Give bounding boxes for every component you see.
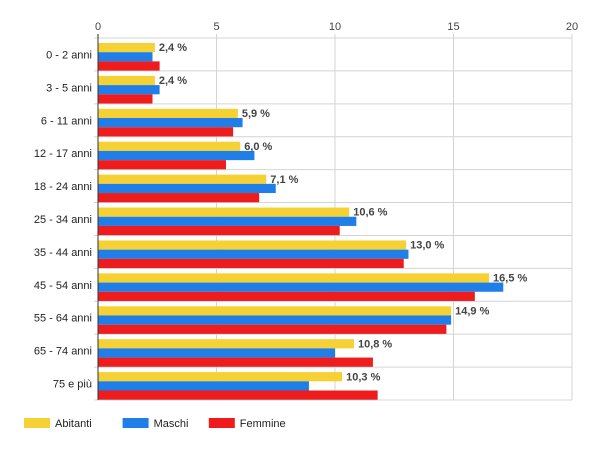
x-tick-label: 10 <box>329 21 341 33</box>
bar-femmine <box>98 258 404 269</box>
legend-swatch-femmine <box>208 418 235 428</box>
y-tick-label: 35 - 44 anni <box>34 247 92 259</box>
bar-maschi <box>98 52 153 62</box>
grid-lines <box>94 34 573 401</box>
bar-femmine <box>98 61 160 71</box>
y-tick-label: 6 - 11 anni <box>41 115 92 127</box>
bar-femmine <box>98 94 153 104</box>
bar-abitanti <box>98 372 343 382</box>
bar-femmine <box>98 291 475 301</box>
bar-maschi <box>98 216 357 226</box>
x-tick-label: 15 <box>447 21 459 33</box>
bar-maschi <box>98 85 160 95</box>
bar-maschi <box>98 183 276 194</box>
y-tick-label: 18 - 24 anni <box>34 181 92 193</box>
data-label: 2,4 % <box>159 75 187 87</box>
data-label: 10,3 % <box>346 371 380 383</box>
bars <box>98 43 504 400</box>
bar-maschi <box>98 381 309 391</box>
legend-swatch-maschi <box>122 418 149 428</box>
bar-femmine <box>98 225 340 236</box>
data-label: 10,6 % <box>353 207 387 219</box>
legend: Abitanti Maschi Femmine <box>24 418 286 430</box>
data-label: 6,0 % <box>244 141 272 153</box>
x-tick-label: 5 <box>213 21 219 33</box>
bar-femmine <box>98 324 447 334</box>
legend-label: Abitanti <box>55 418 92 430</box>
bar-maschi <box>98 348 335 358</box>
bar-maschi <box>98 150 255 161</box>
bar-abitanti <box>98 306 452 316</box>
data-label: 7,1 % <box>270 174 298 186</box>
data-label: 2,4 % <box>159 42 187 54</box>
data-label: 10,8 % <box>358 338 392 350</box>
data-label: 16,5 % <box>493 273 527 285</box>
bar-maschi <box>98 315 452 325</box>
legend-label: Maschi <box>154 418 189 430</box>
data-labels: 2,4 % 2,4 % 5,9 % 6,0 % 7,1 % 10,6 % 13,0 % 16,… <box>159 42 528 383</box>
y-tick-label: 45 - 54 anni <box>34 280 92 292</box>
data-label: 13,0 % <box>410 240 444 252</box>
bar-abitanti <box>98 207 350 217</box>
bar-abitanti <box>98 240 407 250</box>
bar-abitanti <box>98 43 155 53</box>
data-label: 5,9 % <box>242 108 270 120</box>
bar-abitanti <box>98 108 238 119</box>
bar-femmine <box>98 357 373 367</box>
legend-swatch-abitanti <box>24 418 50 428</box>
y-tick-label: 12 - 17 anni <box>34 148 92 160</box>
axes: 0 5 10 15 20 0 - 2 anni 3 - 5 anni 6 - 11 anni 1… <box>34 21 578 400</box>
y-tick-label: 25 - 34 anni <box>34 214 92 226</box>
y-tick-label: 3 - 5 anni <box>46 82 92 94</box>
bar-femmine <box>98 160 226 170</box>
data-label: 14,9 % <box>455 305 489 317</box>
bar-femmine <box>98 390 378 400</box>
x-tick-label: 20 <box>566 21 578 33</box>
y-tick-label: 0 - 2 anni <box>46 49 92 61</box>
bar-abitanti <box>98 141 241 151</box>
legend-label: Femmine <box>240 418 286 430</box>
bar-maschi <box>98 249 409 259</box>
y-tick-label: 75 e più <box>53 379 92 391</box>
bar-abitanti <box>98 75 155 86</box>
bar-abitanti <box>98 273 490 283</box>
bar-femmine <box>98 193 260 203</box>
bar-abitanti <box>98 339 354 349</box>
bar-femmine <box>98 127 234 137</box>
bar-abitanti <box>98 174 267 184</box>
y-tick-label: 55 - 64 anni <box>34 313 92 325</box>
y-tick-label: 65 - 74 anni <box>34 346 92 358</box>
bar-maschi <box>98 118 243 128</box>
bar-maschi <box>98 282 504 292</box>
x-tick-label: 0 <box>95 21 101 33</box>
